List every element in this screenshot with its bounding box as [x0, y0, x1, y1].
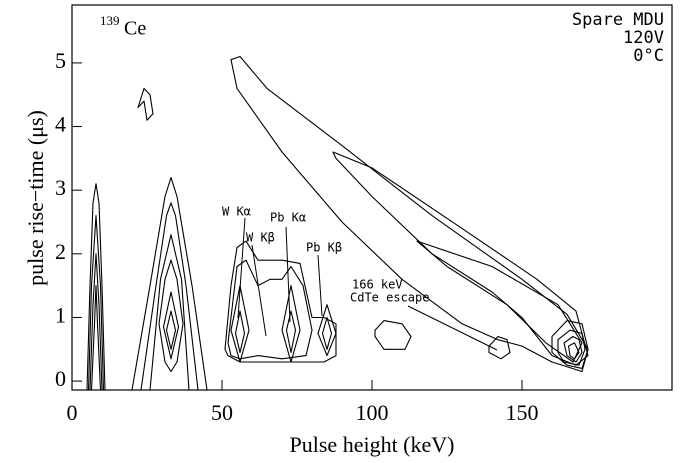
contour-line	[317, 304, 337, 357]
contour-line	[131, 176, 208, 391]
contour-line	[374, 320, 412, 350]
contour-line	[227, 259, 313, 360]
contour-line	[321, 316, 333, 350]
x-tick-label: 0	[67, 400, 78, 425]
y-tick-label: 2	[55, 239, 66, 264]
annotation: CdTe escape	[350, 291, 429, 305]
x-tick-label: 100	[356, 400, 389, 425]
corner-text: 120V	[623, 28, 664, 48]
contour-line	[137, 87, 154, 121]
contour-line	[140, 202, 199, 391]
contour-line	[234, 310, 246, 354]
x-axis-label: Pulse height (keV)	[290, 432, 455, 457]
contour-line	[416, 240, 583, 363]
contour-line	[551, 320, 589, 369]
annotation: 166 keV	[352, 278, 403, 292]
contour-line	[86, 183, 106, 391]
contour-line	[90, 285, 102, 391]
corner-text: 0°C	[633, 46, 664, 66]
contour-line	[149, 234, 190, 391]
annotation: Pb Kβ	[306, 241, 342, 255]
contour-line	[563, 335, 583, 363]
contour-line	[162, 291, 180, 360]
y-tick-label: 4	[55, 112, 66, 137]
contour-line	[158, 259, 184, 373]
isotope-mass: 139	[100, 13, 120, 28]
annotation: W Kα	[222, 205, 251, 219]
contour-line	[230, 285, 250, 363]
annotation: W Kβ	[246, 231, 275, 245]
contour-line	[230, 55, 589, 373]
y-tick-label: 3	[55, 175, 66, 200]
contour-line	[557, 329, 586, 366]
y-tick-label: 0	[55, 366, 66, 391]
contour-line	[285, 310, 297, 354]
y-axis-label: pulse rise−time (μs)	[23, 110, 48, 286]
y-tick-label: 1	[55, 303, 66, 328]
annotation-lines	[237, 217, 498, 351]
annotation: Pb Kα	[270, 211, 306, 225]
y-tick-label: 5	[55, 48, 66, 73]
contour-line	[224, 240, 337, 363]
corner-text: Spare MDU	[572, 10, 664, 30]
contour-line	[332, 151, 589, 366]
x-tick-label: 150	[506, 400, 539, 425]
contour-line	[165, 310, 177, 350]
contour-line	[567, 342, 580, 360]
contour-line	[488, 335, 511, 360]
x-tick-label: 50	[211, 400, 233, 425]
isotope: Ce	[124, 18, 146, 40]
contour-line	[281, 285, 301, 363]
